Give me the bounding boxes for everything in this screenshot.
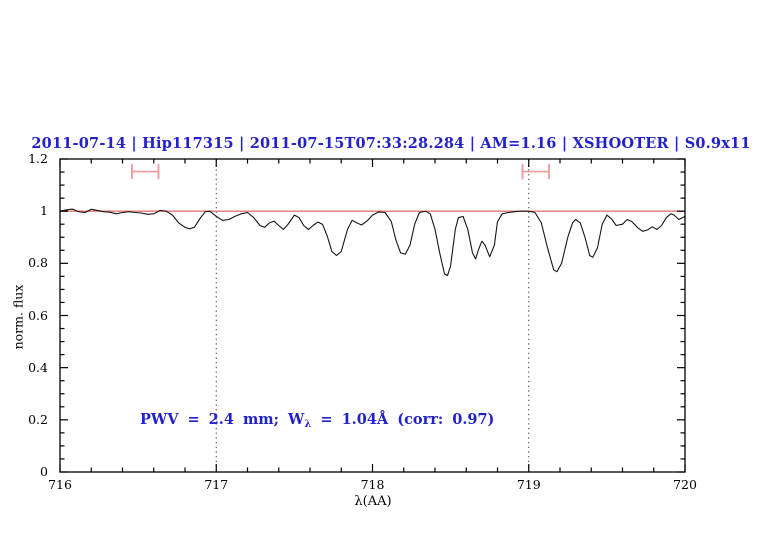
y-tick-label: 0 xyxy=(40,464,48,479)
y-tick-label: 1 xyxy=(40,203,48,219)
x-tick-label: 717 xyxy=(204,477,229,492)
y-tick-label: 0.8 xyxy=(28,255,48,271)
y-tick-label: 1.2 xyxy=(28,151,48,166)
pwv-annotation: PWV = 2.4 mm; Wλ = 1.04Å (corr: 0.97) xyxy=(140,411,494,430)
pwv-annotation-main: PWV = 2.4 mm; W xyxy=(140,411,305,428)
x-tick-label: 720 xyxy=(673,477,697,492)
x-tick-label: 719 xyxy=(516,477,541,492)
plot-title: 2011-07-14 | Hip117315 | 2011-07-15T07:3… xyxy=(31,135,751,152)
pwv-annotation-tail: = 1.04Å (corr: 0.97) xyxy=(311,411,495,428)
x-tick-label: 716 xyxy=(48,477,72,492)
y-tick-label: 0.4 xyxy=(28,359,48,375)
y-tick-label: 0.6 xyxy=(28,307,48,323)
observed-spectrum-line xyxy=(59,208,686,277)
pwv-annotation-subscript: λ xyxy=(304,419,312,430)
x-axis-label: λ(AA) xyxy=(354,494,392,509)
x-tick-label: 718 xyxy=(360,477,385,492)
y-tick-label: 0.2 xyxy=(28,411,48,427)
